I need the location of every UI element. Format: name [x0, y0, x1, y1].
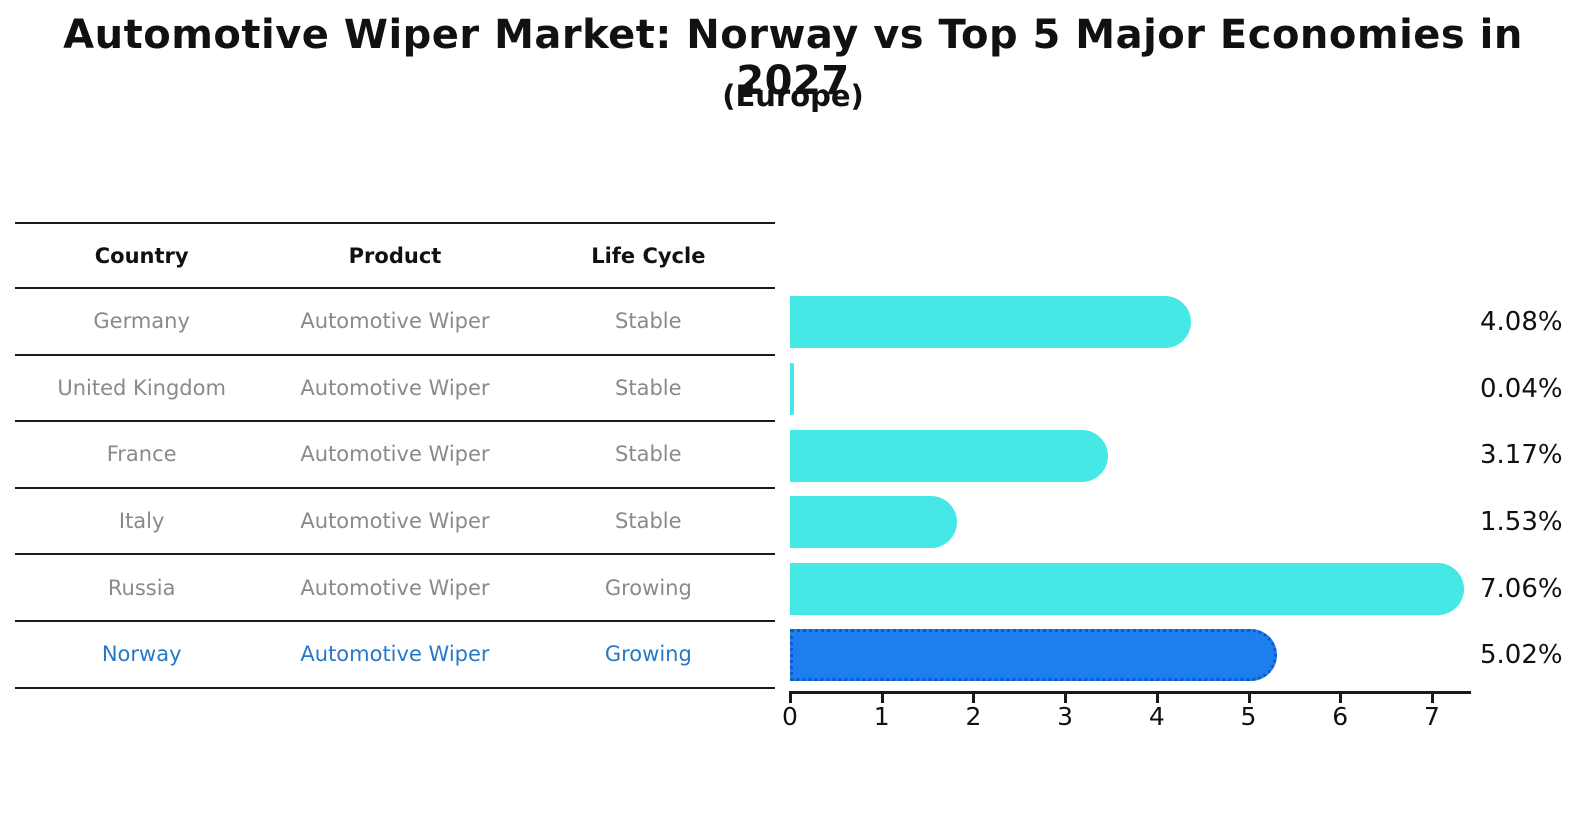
value-label-russia: 7.06% [1480, 573, 1563, 604]
value-label-italy: 1.53% [1480, 507, 1563, 538]
cell-life-cycle: Stable [615, 442, 682, 467]
cell-life-cycle: Growing [604, 642, 692, 667]
value-label-france: 3.17% [1480, 440, 1563, 471]
cell-product: Automotive Wiper [300, 309, 490, 334]
table-row-italy: Italy Automotive Wiper Stable [15, 489, 775, 556]
cell-product: Automotive Wiper [300, 375, 490, 400]
bar-norway [790, 629, 1278, 682]
cell-product: Automotive Wiper [300, 442, 490, 467]
cell-product: Automotive Wiper [300, 509, 490, 534]
table-row-germany: Germany Automotive Wiper Stable [15, 289, 775, 356]
x-tick-label: 0 [782, 702, 798, 731]
value-label-germany: 4.08% [1480, 307, 1563, 338]
x-tick-label: 3 [1057, 702, 1074, 731]
column-header-country: Country [94, 243, 189, 268]
bar-united-kingdom [790, 362, 794, 415]
cell-life-cycle: Growing [604, 575, 692, 600]
x-tick [972, 691, 976, 703]
x-tick-label: 1 [873, 702, 890, 731]
chart-title: Automotive Wiper Market: Norway vs Top 5… [63, 12, 1523, 104]
x-axis-line [790, 691, 1471, 694]
chart-subtitle: (Europe) [722, 79, 864, 113]
value-label-norway: 5.02% [1480, 640, 1563, 671]
bar-germany [790, 296, 1192, 349]
cell-country: United Kingdom [57, 375, 226, 400]
cell-country: Italy [118, 509, 165, 534]
x-tick-label: 4 [1148, 702, 1165, 731]
cell-country: Germany [93, 309, 190, 334]
table-row-united-kingdom: United Kingdom Automotive Wiper Stable [15, 356, 775, 423]
x-tick-label: 5 [1240, 702, 1257, 731]
x-tick [1155, 691, 1159, 703]
x-tick [789, 691, 792, 703]
x-tick [1064, 691, 1068, 703]
table-header-row: Country Product Life Cycle [15, 222, 775, 289]
table-row-russia: Russia Automotive Wiper Growing [15, 555, 775, 622]
cell-life-cycle: Stable [615, 509, 682, 534]
x-tick [880, 691, 884, 703]
bar-italy [790, 496, 958, 549]
column-header-life-cycle: Life Cycle [591, 243, 706, 268]
x-tick-label: 2 [965, 702, 982, 731]
x-tick [1339, 691, 1343, 703]
cell-country: France [106, 442, 177, 467]
table-row-norway: Norway Automotive Wiper Growing [15, 622, 775, 689]
value-label-united-kingdom: 0.04% [1480, 373, 1563, 404]
x-tick-label: 6 [1332, 702, 1349, 731]
x-tick-label: 7 [1423, 702, 1440, 731]
x-tick [1247, 691, 1251, 703]
cell-country: Norway [101, 642, 182, 667]
x-tick [1430, 691, 1434, 703]
cell-country: Russia [107, 575, 176, 600]
bar-russia [790, 562, 1465, 615]
cell-life-cycle: Stable [615, 309, 682, 334]
column-header-product: Product [348, 243, 442, 268]
cell-product: Automotive Wiper [300, 575, 490, 600]
table-row-france: France Automotive Wiper Stable [15, 422, 775, 489]
cell-life-cycle: Stable [615, 375, 682, 400]
bar-france [790, 429, 1108, 482]
cell-product: Automotive Wiper [300, 642, 490, 667]
